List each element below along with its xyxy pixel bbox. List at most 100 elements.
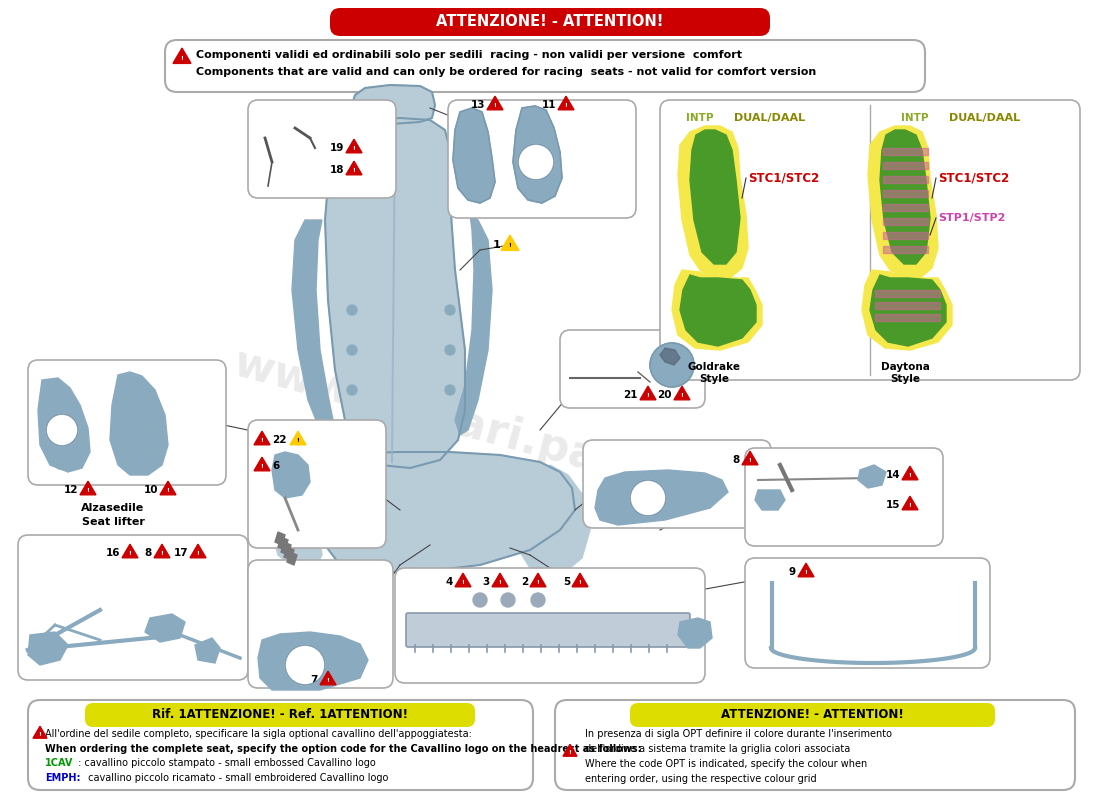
FancyBboxPatch shape bbox=[560, 330, 705, 408]
Polygon shape bbox=[902, 466, 918, 480]
FancyBboxPatch shape bbox=[583, 440, 771, 528]
Circle shape bbox=[518, 144, 554, 180]
Polygon shape bbox=[318, 452, 575, 572]
Text: !: ! bbox=[129, 551, 131, 556]
Text: !: ! bbox=[749, 458, 751, 463]
Polygon shape bbox=[572, 573, 588, 586]
Polygon shape bbox=[883, 232, 928, 239]
Text: Where the code OPT is indicated, specify the colour when: Where the code OPT is indicated, specify… bbox=[585, 759, 867, 769]
Text: !: ! bbox=[569, 750, 571, 755]
Circle shape bbox=[346, 345, 358, 355]
Polygon shape bbox=[680, 275, 756, 346]
Text: ATTENZIONE! - ATTENTION!: ATTENZIONE! - ATTENTION! bbox=[720, 709, 903, 722]
Circle shape bbox=[346, 305, 358, 315]
Text: All'ordine del sedile completo, specificare la sigla optional cavallino dell'app: All'ordine del sedile completo, specific… bbox=[45, 729, 472, 739]
Circle shape bbox=[51, 396, 59, 404]
Polygon shape bbox=[190, 544, 206, 558]
Polygon shape bbox=[122, 544, 138, 558]
Polygon shape bbox=[755, 490, 785, 510]
Polygon shape bbox=[275, 532, 285, 545]
Circle shape bbox=[500, 593, 515, 607]
Text: 4: 4 bbox=[446, 577, 453, 587]
Polygon shape bbox=[678, 126, 748, 278]
FancyBboxPatch shape bbox=[28, 360, 226, 485]
Circle shape bbox=[650, 343, 694, 387]
Polygon shape bbox=[80, 481, 96, 494]
Text: 8: 8 bbox=[145, 548, 152, 558]
Circle shape bbox=[446, 305, 455, 315]
Polygon shape bbox=[33, 726, 47, 738]
Polygon shape bbox=[883, 204, 928, 211]
Text: !: ! bbox=[681, 394, 683, 398]
Polygon shape bbox=[678, 618, 712, 648]
FancyBboxPatch shape bbox=[18, 535, 248, 680]
Polygon shape bbox=[883, 148, 928, 155]
Polygon shape bbox=[455, 573, 471, 586]
FancyBboxPatch shape bbox=[85, 703, 475, 727]
Polygon shape bbox=[258, 632, 369, 690]
Polygon shape bbox=[492, 573, 508, 586]
Text: !: ! bbox=[261, 438, 263, 443]
Polygon shape bbox=[862, 270, 951, 350]
Text: !: ! bbox=[462, 580, 464, 586]
Polygon shape bbox=[278, 537, 288, 550]
Text: DUAL/DAAL: DUAL/DAAL bbox=[735, 113, 805, 123]
Text: !: ! bbox=[161, 551, 164, 556]
Text: !: ! bbox=[261, 464, 263, 470]
Text: 6: 6 bbox=[272, 461, 279, 471]
FancyBboxPatch shape bbox=[745, 448, 943, 546]
Polygon shape bbox=[39, 378, 90, 472]
Text: !: ! bbox=[353, 168, 355, 174]
Polygon shape bbox=[284, 547, 294, 560]
Polygon shape bbox=[883, 162, 928, 169]
Polygon shape bbox=[530, 573, 546, 586]
Text: 9: 9 bbox=[789, 567, 796, 577]
Polygon shape bbox=[674, 386, 690, 400]
Text: !: ! bbox=[508, 243, 512, 248]
Polygon shape bbox=[798, 563, 814, 577]
Polygon shape bbox=[874, 302, 940, 309]
Text: 20: 20 bbox=[658, 390, 672, 400]
Polygon shape bbox=[558, 96, 574, 110]
Text: !: ! bbox=[909, 503, 912, 508]
Text: !: ! bbox=[197, 551, 199, 556]
Circle shape bbox=[144, 451, 152, 459]
Circle shape bbox=[76, 436, 84, 444]
Text: ATTENZIONE! - ATTENTION!: ATTENZIONE! - ATTENTION! bbox=[437, 14, 663, 30]
Text: !: ! bbox=[39, 732, 42, 738]
Text: !: ! bbox=[166, 488, 169, 494]
Text: !: ! bbox=[353, 146, 355, 151]
Text: !: ! bbox=[498, 580, 502, 586]
Circle shape bbox=[151, 421, 160, 429]
Text: Goldrake
Style: Goldrake Style bbox=[688, 362, 740, 384]
Text: 17: 17 bbox=[174, 548, 188, 558]
Polygon shape bbox=[858, 465, 886, 488]
Text: 21: 21 bbox=[624, 390, 638, 400]
Polygon shape bbox=[346, 162, 362, 174]
Text: 2: 2 bbox=[520, 577, 528, 587]
Polygon shape bbox=[195, 638, 220, 663]
Text: Components that are valid and can only be ordered for racing  seats - not valid : Components that are valid and can only b… bbox=[196, 67, 816, 77]
Polygon shape bbox=[287, 552, 297, 565]
FancyBboxPatch shape bbox=[556, 700, 1075, 790]
Polygon shape bbox=[28, 632, 68, 665]
FancyBboxPatch shape bbox=[330, 8, 770, 36]
Polygon shape bbox=[500, 235, 519, 250]
Circle shape bbox=[46, 414, 78, 446]
Polygon shape bbox=[883, 190, 928, 197]
Polygon shape bbox=[874, 314, 940, 321]
Text: 19: 19 bbox=[330, 143, 344, 153]
Polygon shape bbox=[883, 218, 928, 225]
FancyBboxPatch shape bbox=[165, 40, 925, 92]
Text: !: ! bbox=[87, 488, 89, 494]
Text: 16: 16 bbox=[106, 548, 120, 558]
Polygon shape bbox=[455, 215, 492, 435]
Text: 3: 3 bbox=[483, 577, 490, 587]
Text: 22: 22 bbox=[272, 435, 286, 445]
Text: : cavallino piccolo stampato - small embossed Cavallino logo: : cavallino piccolo stampato - small emb… bbox=[75, 758, 376, 768]
Polygon shape bbox=[352, 85, 434, 124]
Text: !: ! bbox=[804, 570, 807, 575]
Polygon shape bbox=[453, 108, 495, 203]
Text: STP1/STP2: STP1/STP2 bbox=[938, 213, 1005, 223]
Polygon shape bbox=[110, 372, 168, 475]
